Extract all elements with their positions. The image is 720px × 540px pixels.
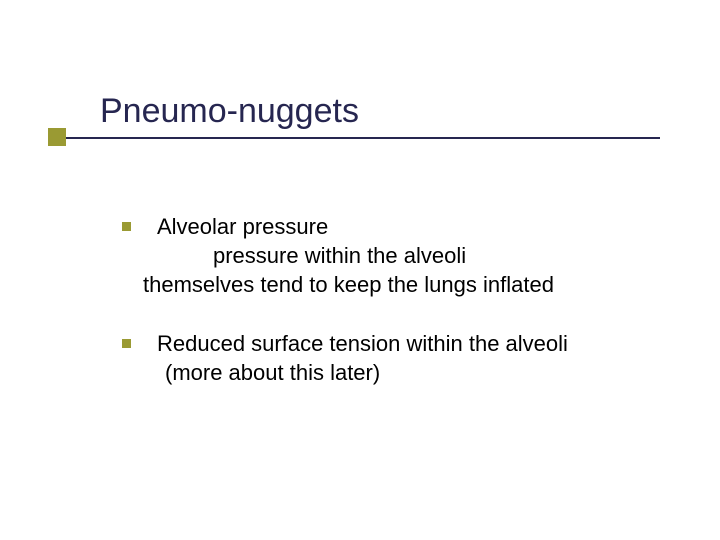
bullet-square-icon — [122, 339, 131, 348]
para2-line1: Reduced surface tension within the alveo… — [143, 329, 568, 358]
title-underline — [48, 137, 660, 139]
bullet-item-2: Reduced surface tension within the alveo… — [144, 329, 660, 387]
body-block: Alveolar pressure pressure within the al… — [144, 212, 660, 387]
title-block: Pneumo-nuggets — [48, 92, 660, 139]
body-text-group-1: Alveolar pressure pressure within the al… — [143, 212, 554, 299]
bullet-square-icon — [122, 222, 131, 231]
para1-line1: Alveolar pressure — [143, 212, 554, 241]
body-text-group-2: Reduced surface tension within the alveo… — [143, 329, 568, 387]
bullet-item-1: Alveolar pressure pressure within the al… — [144, 212, 660, 299]
accent-square-icon — [48, 128, 66, 146]
para2-line2: (more about this later) — [143, 358, 568, 387]
slide-title: Pneumo-nuggets — [48, 92, 660, 137]
spacer — [144, 299, 660, 329]
para1-line2: pressure within the alveoli — [143, 241, 554, 270]
para1-line3: themselves tend to keep the lungs inflat… — [143, 270, 554, 299]
